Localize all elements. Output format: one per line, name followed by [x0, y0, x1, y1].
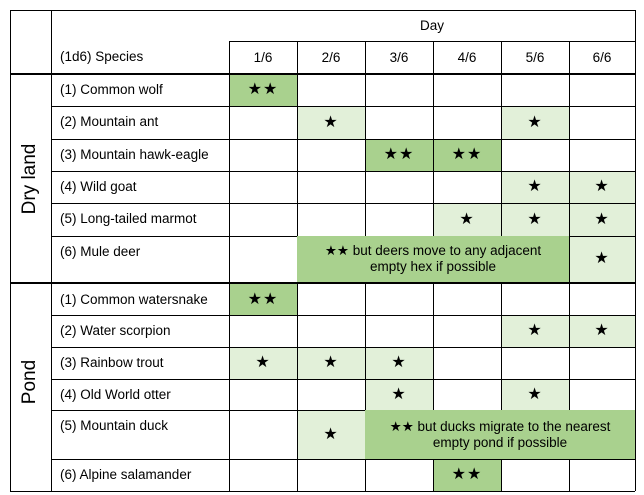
grid-line-h [51, 410, 365, 411]
grid-line-v [501, 41, 502, 236]
rating-cell: ★ [569, 236, 635, 282]
rating-cell: ★ [569, 171, 635, 203]
grid-line-h [365, 459, 635, 460]
species-label: (1) Common watersnake [60, 292, 208, 307]
rating-cell: ★ [297, 410, 365, 459]
grid-line-v [635, 10, 636, 491]
grid-line-h [51, 379, 635, 380]
grid-line-h [51, 459, 365, 460]
grid-line-h [51, 347, 635, 348]
day-header-6: 6/6 [592, 49, 612, 65]
rating-cell: ★★ [365, 139, 433, 171]
grid-line-h [10, 491, 635, 492]
rating-cell: ★ [501, 171, 569, 203]
species-header: (1d6) Species [60, 49, 144, 64]
grid-line-h [51, 315, 635, 316]
rating-cell: ★★ [229, 284, 297, 315]
species-label: (5) Long-tailed marmot [60, 211, 197, 226]
rating-cell: ★★ [433, 459, 501, 491]
rating-cell: ★ [433, 203, 501, 236]
rating-cell: ★ [297, 347, 365, 379]
day-header-3: 3/6 [389, 49, 409, 65]
species-label: (4) Old World otter [60, 387, 171, 402]
grid-line-h [10, 282, 635, 284]
grid-line-h [10, 73, 635, 75]
grid-line-v [229, 41, 230, 491]
dry-land-note: ★★ but deers move to any adjacent empty … [297, 236, 569, 282]
rating-cell: ★ [569, 315, 635, 347]
grid-line-v [51, 10, 52, 491]
rating-cell: ★★ [433, 139, 501, 171]
species-label: (4) Wild goat [60, 179, 137, 194]
group-label-dry-land: Dry land [19, 143, 40, 215]
grid-line-v [10, 10, 11, 491]
grid-line-v [365, 41, 366, 236]
grid-line-h [229, 41, 635, 42]
grid-line-v [501, 282, 502, 410]
rating-cell: ★ [297, 106, 365, 139]
species-label: (1) Common wolf [60, 82, 163, 97]
rating-cell: ★ [365, 379, 433, 410]
grid-line-v [569, 41, 570, 491]
rating-cell: ★ [501, 203, 569, 236]
species-label: (6) Alpine salamander [60, 467, 192, 482]
grid-line-h [10, 10, 635, 11]
grid-line-h [51, 236, 297, 237]
rating-cell: ★ [365, 347, 433, 379]
grid-line-v [501, 459, 502, 491]
grid-line-v [433, 459, 434, 491]
grid-line-v [365, 282, 366, 491]
group-label-pond: Pond [19, 359, 40, 405]
rating-cell: ★★ [229, 74, 297, 106]
species-label: (2) Water scorpion [60, 323, 171, 338]
grid-line-h [51, 203, 635, 204]
rating-cell: ★ [501, 315, 569, 347]
species-label: (3) Rainbow trout [60, 355, 164, 370]
grid-line-h [51, 106, 635, 107]
rating-cell: ★ [569, 203, 635, 236]
grid-line-v [433, 41, 434, 236]
day-header-5: 5/6 [525, 49, 545, 65]
species-label: (5) Mountain duck [60, 418, 169, 433]
day-header-2: 2/6 [321, 49, 341, 65]
rating-cell: ★ [501, 379, 569, 410]
rating-cell: ★ [501, 106, 569, 139]
grid-line-h [569, 236, 635, 237]
species-label: (6) Mule deer [60, 244, 141, 259]
day-header-1: 1/6 [253, 49, 273, 65]
species-label: (3) Mountain hawk-eagle [60, 147, 209, 162]
pond-note: ★★ but ducks migrate to the nearest empt… [365, 410, 635, 459]
grid-line-h [51, 139, 635, 140]
grid-line-h [51, 171, 635, 172]
grid-line-v [433, 282, 434, 410]
species-label: (2) Mountain ant [60, 114, 159, 129]
day-header-4: 4/6 [457, 49, 477, 65]
rating-cell: ★ [229, 347, 297, 379]
day-header: Day [419, 17, 444, 33]
